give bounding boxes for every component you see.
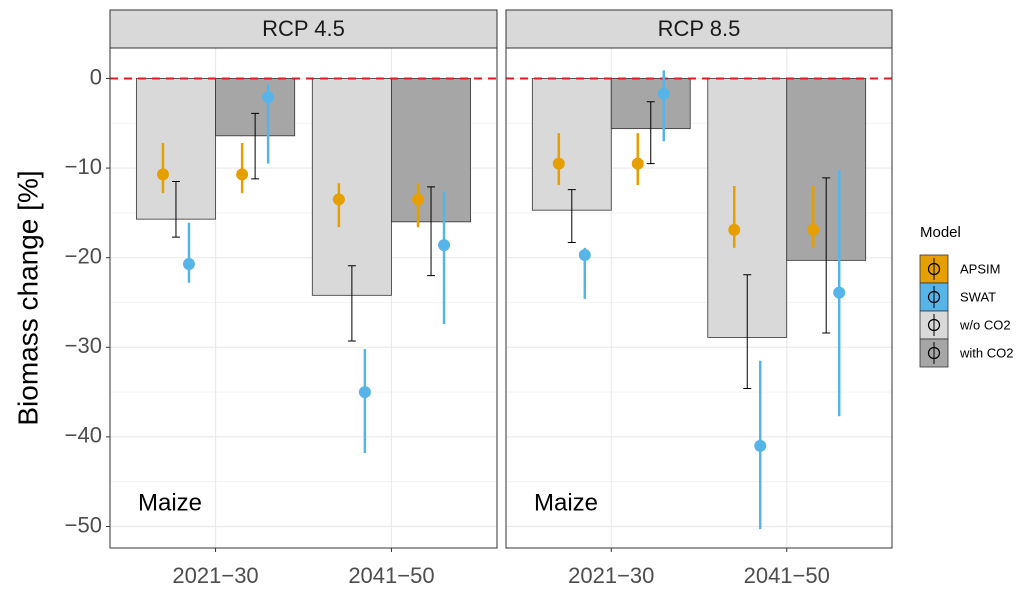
annotation: Maize — [138, 489, 202, 516]
point — [807, 223, 820, 236]
x-tick-label: 2021−30 — [172, 563, 258, 588]
legend-label: with CO2 — [959, 345, 1013, 360]
legend-title: Model — [920, 224, 961, 241]
error-bar — [251, 112, 260, 180]
panel-border — [505, 47, 893, 549]
error-bar — [646, 101, 655, 165]
y-tick-label: −50 — [65, 512, 102, 537]
error-bar — [171, 181, 180, 238]
legend-key-point — [927, 290, 941, 304]
error-bar — [427, 186, 436, 277]
point — [438, 239, 451, 252]
facet-strip — [109, 9, 498, 49]
y-tick-label: −30 — [65, 333, 102, 358]
facet-title: RCP 4.5 — [262, 16, 345, 41]
bar — [311, 78, 392, 296]
error-bar — [567, 189, 576, 243]
point — [262, 91, 275, 104]
error-bar — [347, 265, 356, 342]
error-bar — [822, 177, 831, 334]
error-bar — [743, 274, 752, 390]
point — [657, 87, 670, 100]
legend-label: w/o CO2 — [959, 317, 1011, 332]
point — [833, 286, 846, 299]
x-tick-label: 2041−50 — [348, 563, 434, 588]
point — [358, 386, 371, 399]
y-axis-label: Biomass change [%] — [12, 170, 43, 425]
point — [236, 168, 249, 181]
x-tick-label: 2041−50 — [744, 563, 830, 588]
annotation: Maize — [534, 489, 598, 516]
point — [332, 193, 345, 206]
legend-label: APSIM — [960, 261, 1000, 276]
point — [754, 439, 767, 452]
panel-border — [109, 47, 498, 549]
point — [552, 157, 565, 170]
point — [182, 257, 195, 270]
point — [728, 223, 741, 236]
point — [578, 248, 591, 261]
x-tick-label: 2021−30 — [568, 563, 654, 588]
point — [412, 193, 425, 206]
legend-label: SWAT — [960, 289, 996, 304]
legend-key-point — [927, 346, 941, 360]
y-tick-label: −20 — [65, 243, 102, 268]
point — [156, 168, 169, 181]
point — [631, 157, 644, 170]
y-tick-label: −40 — [65, 423, 102, 448]
facet-title: RCP 8.5 — [658, 16, 741, 41]
y-tick-label: 0 — [90, 64, 102, 89]
legend-key-point — [927, 262, 941, 276]
facet-strip — [505, 9, 893, 49]
legend-key-point — [927, 318, 941, 332]
y-tick-label: −10 — [65, 154, 102, 179]
